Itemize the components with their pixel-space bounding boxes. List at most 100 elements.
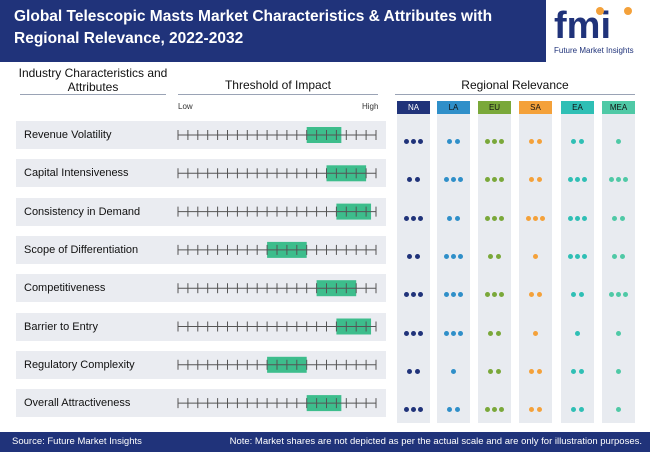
region-column-na: [397, 101, 430, 423]
relevance-dot: [407, 253, 413, 259]
relevance-dot: [454, 139, 460, 144]
relevance-dot: [612, 215, 618, 221]
heading-rule: [395, 94, 635, 95]
relevance-dot: [571, 368, 577, 374]
relevance-cell: [478, 131, 511, 149]
relevance-dot: [495, 368, 501, 374]
relevance-dot: [414, 253, 420, 259]
logo-subtext: Future Market Insights: [554, 46, 634, 55]
relevance-cell: [519, 246, 552, 264]
relevance-dot: [540, 215, 546, 221]
relevance-dot: [484, 215, 490, 221]
relevance-cell: [397, 323, 430, 341]
relevance-dot: [536, 368, 542, 374]
region-column-ea: [561, 101, 594, 423]
relevance-dot: [443, 292, 449, 298]
relevance-dot: [536, 292, 542, 298]
relevance-cell: [602, 361, 635, 379]
relevance-dot: [458, 330, 464, 336]
relevance-dot: [418, 139, 424, 144]
relevance-dot: [567, 253, 573, 259]
relevance-cell: [437, 323, 470, 341]
relevance-dot: [616, 368, 621, 374]
relevance-dot: [575, 177, 580, 183]
region-header-ea: EA: [561, 101, 594, 114]
heading-rule: [178, 94, 378, 95]
row-label: Barrier to Entry: [24, 320, 98, 333]
relevance-cell: [437, 399, 470, 417]
relevance-dot: [499, 139, 505, 144]
relevance-cell: [478, 323, 511, 341]
relevance-dot: [616, 292, 621, 298]
footer-bar: Source: Future Market Insights Note: Mar…: [0, 432, 650, 452]
relevance-dot: [458, 292, 464, 298]
relevance-dot: [484, 292, 490, 298]
relevance-cell: [519, 131, 552, 149]
relevance-dot: [411, 215, 416, 221]
relevance-dot: [578, 292, 584, 298]
relevance-dot: [623, 292, 629, 298]
relevance-dot: [616, 330, 621, 336]
relevance-dot: [529, 292, 535, 298]
scale-high-label: High: [362, 102, 379, 111]
relevance-dot: [443, 253, 449, 259]
relevance-dot: [418, 330, 424, 336]
relevance-dot: [454, 215, 460, 221]
relevance-cell: [519, 399, 552, 417]
relevance-cell: [397, 169, 430, 187]
relevance-cell: [602, 131, 635, 149]
relevance-dot: [492, 292, 497, 298]
relevance-dot: [567, 215, 573, 221]
relevance-cell: [561, 169, 594, 187]
relevance-cell: [397, 361, 430, 379]
relevance-dot: [492, 177, 497, 183]
relevance-dot: [533, 253, 538, 259]
relevance-dot: [451, 292, 456, 298]
relevance-cell: [519, 284, 552, 302]
relevance-cell: [397, 284, 430, 302]
scale-low-label: Low: [178, 102, 193, 111]
characteristics-heading: Industry Characteristics and Attributes: [18, 66, 168, 94]
relevance-dot: [411, 407, 416, 413]
relevance-dot: [484, 407, 490, 413]
relevance-cell: [478, 399, 511, 417]
relevance-cell: [519, 361, 552, 379]
relevance-cell: [478, 169, 511, 187]
relevance-dot: [495, 330, 501, 336]
relevance-dot: [582, 177, 588, 183]
fmi-logo-icon: fmi Future Market Insights: [554, 5, 634, 55]
relevance-cell: [478, 361, 511, 379]
relevance-dot: [578, 139, 584, 144]
relevance-cell: [437, 208, 470, 226]
relevance-cell: [397, 131, 430, 149]
relevance-dot: [458, 253, 464, 259]
relevance-dot: [454, 407, 460, 413]
relevance-dot: [571, 139, 577, 144]
relevance-cell: [397, 208, 430, 226]
relevance-dot: [578, 368, 584, 374]
relevance-cell: [602, 399, 635, 417]
relevance-dot: [529, 407, 535, 413]
relevance-dot: [418, 215, 424, 221]
relevance-cell: [519, 208, 552, 226]
relevance-dot: [414, 177, 420, 183]
relevance-cell: [602, 169, 635, 187]
relevance-cell: [561, 399, 594, 417]
relevance-cell: [397, 246, 430, 264]
relevance-cell: [397, 399, 430, 417]
relevance-dot: [492, 407, 497, 413]
relevance-dot: [411, 292, 416, 298]
relevance-cell: [437, 361, 470, 379]
relevance-dot: [499, 177, 505, 183]
relevance-dot: [536, 177, 542, 183]
relevance-cell: [561, 208, 594, 226]
relevance-dot: [451, 368, 456, 374]
relevance-dot: [403, 407, 409, 413]
relevance-dot: [443, 177, 449, 183]
relevance-cell: [561, 284, 594, 302]
relevance-dot: [484, 139, 490, 144]
region-header-la: LA: [437, 101, 470, 114]
relevance-dot: [582, 215, 588, 221]
relevance-dot: [451, 253, 456, 259]
